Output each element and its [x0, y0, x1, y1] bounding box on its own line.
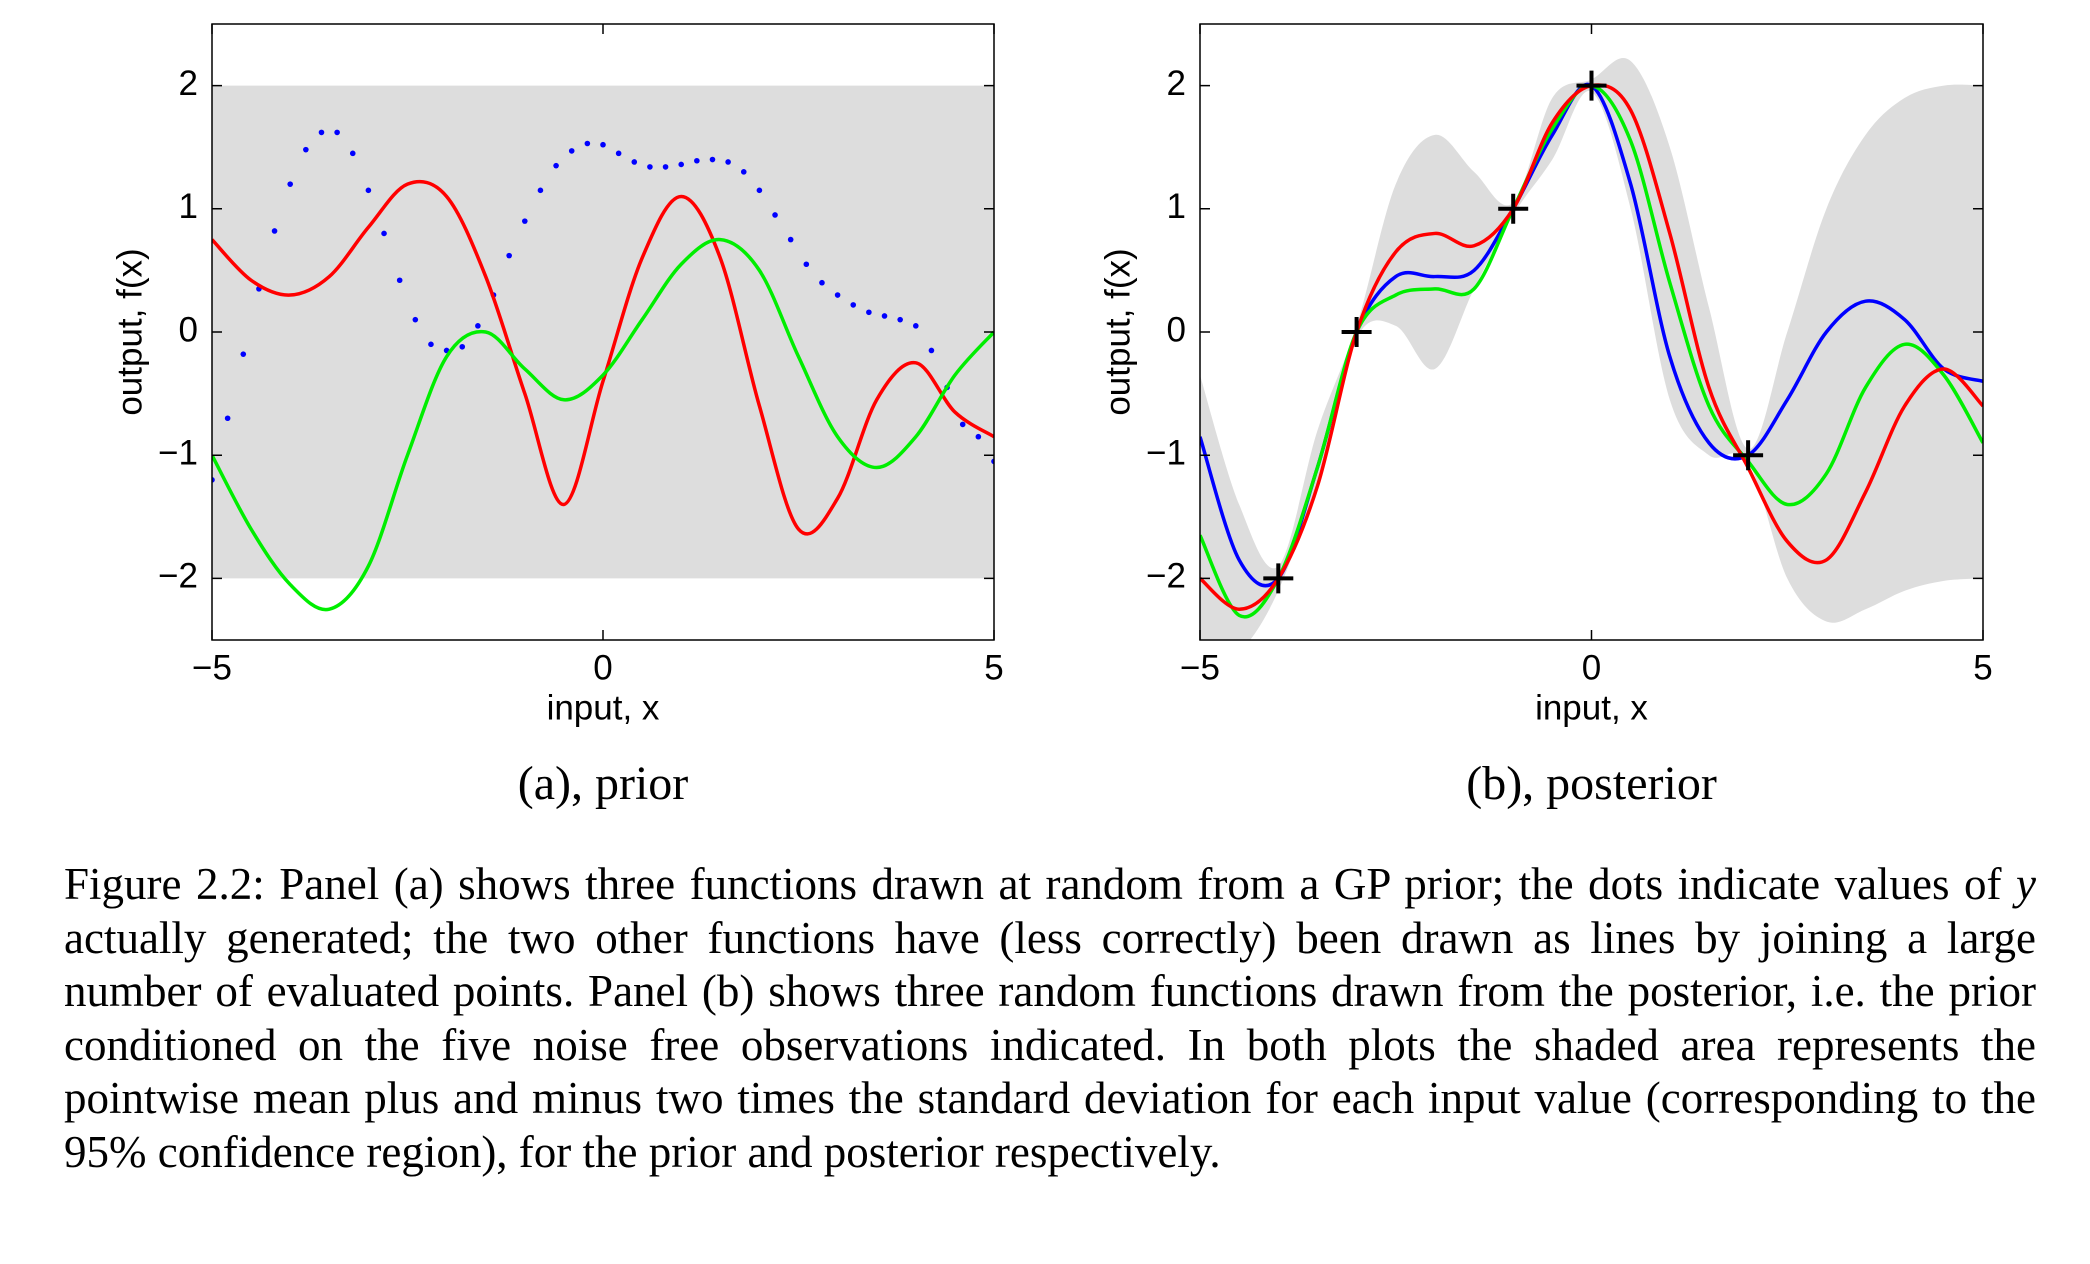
- x-tick-label: −5: [1180, 648, 1220, 687]
- plot-area: [1200, 58, 1983, 640]
- y-tick-label: 0: [179, 310, 198, 349]
- caption-italic: y: [2016, 859, 2036, 909]
- figure: −5 0 5 −2 −1 0 1 2 input, x output, f(x) (a), prio…: [110, 23, 1993, 810]
- data-dot: [662, 164, 669, 170]
- data-dot: [772, 212, 778, 218]
- data-dot: [678, 161, 684, 168]
- data-dot: [615, 150, 622, 157]
- data-dot: [647, 164, 653, 170]
- data-dot: [819, 279, 825, 286]
- data-dot: [913, 323, 919, 329]
- observation-marker: [1576, 70, 1607, 101]
- data-dot: [631, 159, 638, 165]
- caption-label: Figure 2.2:: [64, 859, 265, 909]
- data-dot: [334, 129, 340, 136]
- x-tick-label: 5: [984, 648, 1003, 687]
- y-tick-label: −1: [158, 433, 198, 472]
- data-dot: [459, 343, 466, 350]
- y-tick-label: 2: [1167, 64, 1186, 103]
- observation-marker: [1263, 563, 1294, 594]
- x-axis-label: input, x: [547, 688, 660, 727]
- data-dot: [428, 341, 434, 348]
- data-dot: [709, 156, 716, 163]
- data-dot: [694, 157, 700, 164]
- confidence-band: [1200, 58, 1983, 640]
- y-tick-label: 1: [179, 187, 198, 226]
- x-tick-label: 0: [593, 648, 612, 687]
- data-dot: [318, 129, 325, 136]
- data-dot: [584, 140, 591, 147]
- data-dot: [928, 347, 935, 354]
- y-axis-label: output, f(x): [110, 248, 149, 415]
- y-tick-label: −2: [158, 557, 198, 596]
- x-axis-label: input, x: [1535, 688, 1648, 727]
- x-tick-label: −5: [192, 648, 232, 687]
- data-dot: [365, 187, 372, 194]
- data-dot: [287, 181, 294, 187]
- data-dot: [787, 236, 794, 243]
- data-dot: [396, 277, 403, 284]
- caption-text: Panel (a) shows three functions drawn at…: [279, 859, 2002, 909]
- plot-area: [212, 85, 994, 612]
- subplot-caption: (a), prior: [518, 757, 689, 810]
- data-dot: [553, 162, 559, 169]
- subplot-caption: (b), posterior: [1466, 757, 1717, 810]
- data-dot: [224, 415, 231, 422]
- data-dot: [975, 433, 982, 440]
- data-dot: [537, 187, 544, 194]
- data-dot: [850, 302, 857, 308]
- data-dot: [303, 146, 309, 153]
- y-tick-label: 2: [179, 64, 198, 103]
- data-dot: [600, 141, 606, 148]
- data-dot: [803, 261, 810, 268]
- data-dot: [881, 313, 888, 319]
- data-dot: [725, 159, 731, 165]
- x-tick-label: 5: [1973, 648, 1992, 687]
- y-tick-label: −2: [1146, 557, 1186, 596]
- y-tick-label: 0: [1167, 310, 1186, 349]
- data-dot: [740, 169, 747, 175]
- data-dot: [959, 421, 966, 428]
- data-dot: [271, 228, 278, 234]
- data-dot: [568, 148, 575, 154]
- data-dot: [412, 316, 419, 323]
- data-dot: [866, 309, 872, 316]
- data-dot: [756, 187, 763, 194]
- y-tick-label: 1: [1167, 187, 1186, 226]
- data-dot: [475, 323, 481, 329]
- function-line: [212, 179, 994, 536]
- confidence-band: [212, 85, 994, 579]
- data-dot: [522, 218, 528, 224]
- data-dot: [834, 292, 841, 298]
- data-dot: [506, 252, 512, 259]
- figure-caption: Figure 2.2: Panel (a) shows three functi…: [64, 858, 2036, 1179]
- x-tick-label: 0: [1582, 648, 1601, 687]
- data-dot: [897, 316, 903, 323]
- y-axis-label: output, f(x): [1098, 248, 1137, 415]
- observation-marker: [1341, 317, 1372, 347]
- y-tick-label: −1: [1146, 433, 1186, 472]
- observation-marker: [1498, 193, 1529, 224]
- data-dot: [240, 351, 247, 357]
- function-line: [212, 237, 994, 612]
- caption-text: actually generated; the two other functi…: [64, 912, 2036, 1177]
- data-dot: [349, 150, 356, 157]
- observation-marker: [1733, 440, 1764, 471]
- data-dot: [381, 230, 387, 237]
